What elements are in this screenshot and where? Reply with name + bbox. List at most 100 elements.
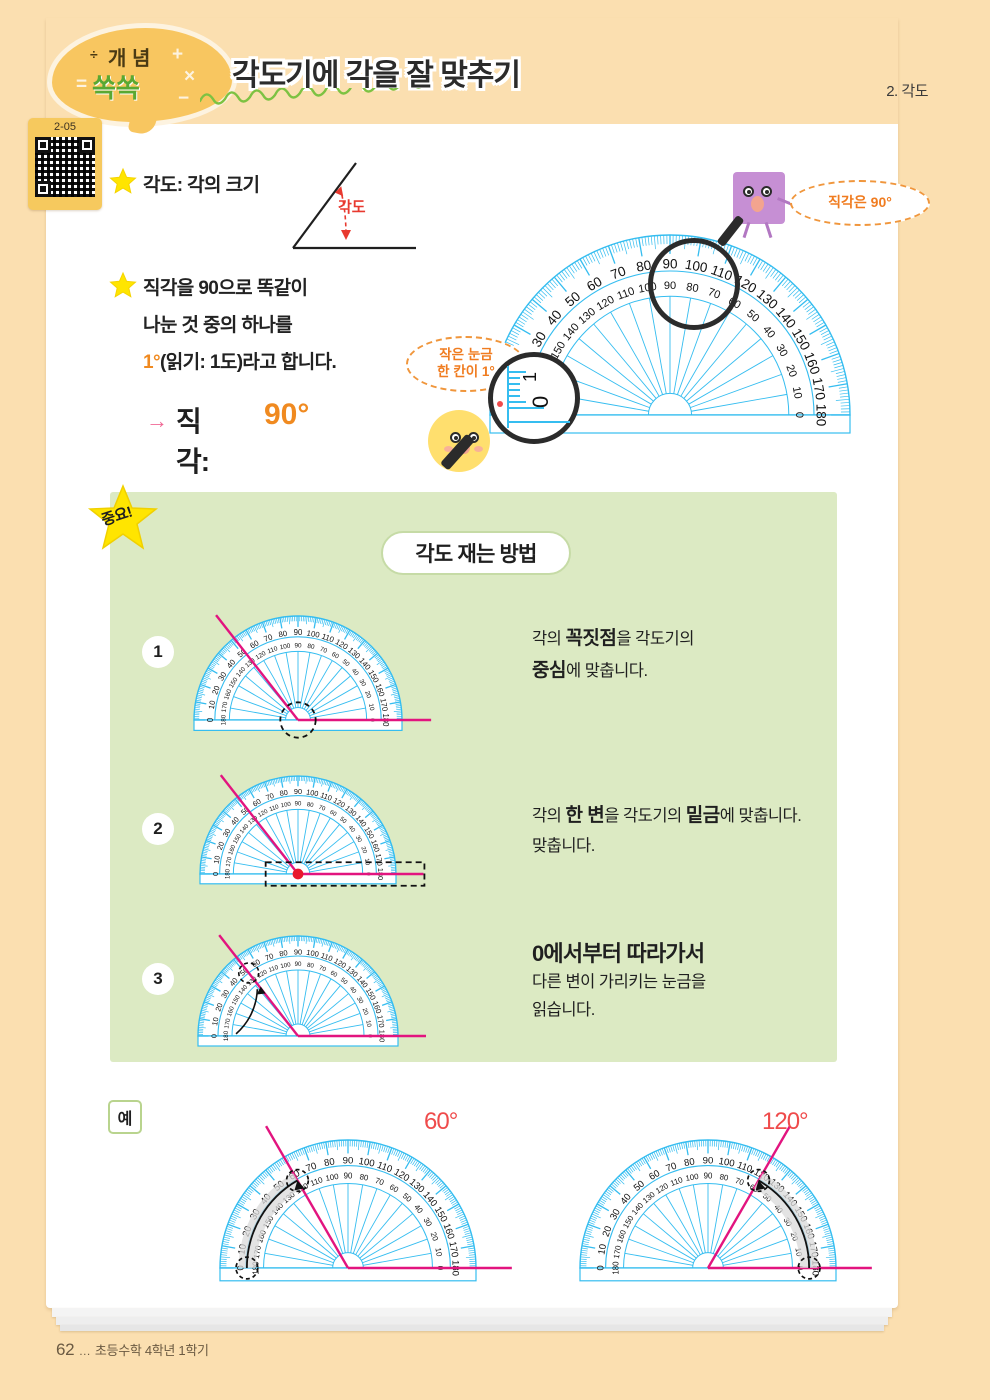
degree-unit-value: 1° bbox=[143, 352, 161, 373]
svg-text:110: 110 bbox=[375, 1160, 393, 1176]
svg-text:10: 10 bbox=[212, 855, 222, 865]
svg-text:20: 20 bbox=[789, 1231, 801, 1243]
s1-strong-2: 중심 bbox=[532, 660, 566, 682]
svg-text:20: 20 bbox=[783, 363, 798, 379]
svg-text:30: 30 bbox=[221, 827, 233, 839]
step-text-3: 다른 변이 가리키는 눈금을 읽습니다. bbox=[532, 968, 706, 1024]
svg-text:20: 20 bbox=[363, 690, 372, 699]
svg-text:150: 150 bbox=[231, 994, 242, 1007]
method-title-pill: 각도 재는 방법 bbox=[381, 531, 571, 575]
svg-text:40: 40 bbox=[350, 667, 360, 677]
svg-text:30: 30 bbox=[219, 988, 231, 1000]
svg-text:0: 0 bbox=[596, 1265, 607, 1270]
qr-code-image[interactable] bbox=[35, 137, 95, 197]
qr-finder-tr bbox=[79, 137, 95, 153]
svg-text:70: 70 bbox=[318, 805, 327, 813]
cheek-right bbox=[474, 446, 483, 452]
svg-text:10: 10 bbox=[790, 386, 804, 400]
svg-text:60: 60 bbox=[251, 797, 263, 809]
svg-text:10: 10 bbox=[207, 699, 217, 710]
s1-p2: 을 각도기의 bbox=[616, 630, 694, 648]
svg-text:120: 120 bbox=[257, 808, 269, 819]
svg-text:10: 10 bbox=[596, 1243, 609, 1255]
svg-text:90: 90 bbox=[344, 1172, 353, 1181]
svg-text:90: 90 bbox=[343, 1156, 354, 1167]
svg-text:70: 70 bbox=[319, 646, 328, 655]
svg-text:70: 70 bbox=[374, 1176, 386, 1188]
svg-text:20: 20 bbox=[210, 684, 222, 696]
step-heading-3: 0에서부터 따라가서 bbox=[532, 941, 705, 966]
concept-badge-top-word: 개 념 bbox=[108, 48, 151, 70]
svg-text:80: 80 bbox=[719, 1172, 730, 1182]
protractor-step-1: 0 180 10 170 20 160 30 150 40 140 50 130 60 120 70 110 8… bbox=[180, 600, 500, 745]
svg-text:70: 70 bbox=[665, 1161, 679, 1175]
qr-tab[interactable]: 2-05 bbox=[28, 118, 102, 210]
important-star-icon bbox=[87, 484, 159, 552]
svg-text:0: 0 bbox=[211, 872, 220, 876]
svg-text:60: 60 bbox=[647, 1168, 662, 1183]
svg-text:90: 90 bbox=[295, 802, 302, 808]
svg-text:170: 170 bbox=[252, 1244, 263, 1259]
svg-text:60: 60 bbox=[330, 651, 340, 661]
example-value-2: 120° bbox=[762, 1108, 809, 1135]
plus-symbol: + bbox=[172, 44, 184, 65]
svg-text:110: 110 bbox=[320, 951, 334, 964]
svg-text:50: 50 bbox=[339, 976, 349, 986]
protractor-example-120: 0 180 10 170 20 160 30 150 40 140 50 130 60 120 70 110 8… bbox=[520, 1125, 910, 1310]
svg-text:50: 50 bbox=[562, 289, 583, 310]
svg-text:180: 180 bbox=[226, 868, 232, 879]
svg-text:100: 100 bbox=[325, 1172, 340, 1183]
magnifier-lens-90 bbox=[648, 238, 740, 330]
s1-p3: 에 맞춥니다. bbox=[565, 662, 648, 681]
s2-strong-1: 한 변 bbox=[565, 805, 605, 826]
character-purple-square bbox=[733, 172, 793, 239]
svg-text:30: 30 bbox=[608, 1207, 623, 1222]
svg-text:0: 0 bbox=[209, 1034, 218, 1038]
svg-text:90: 90 bbox=[294, 787, 302, 796]
svg-text:20: 20 bbox=[359, 846, 367, 855]
s2-p1: 각의 bbox=[532, 807, 566, 825]
svg-text:110: 110 bbox=[267, 645, 279, 655]
concept-blob-shape bbox=[52, 28, 232, 122]
svg-text:80: 80 bbox=[278, 629, 289, 639]
equals-symbol: = bbox=[76, 74, 88, 95]
nose bbox=[751, 196, 764, 212]
svg-text:10: 10 bbox=[433, 1247, 443, 1258]
svg-text:30: 30 bbox=[354, 835, 363, 844]
svg-text:80: 80 bbox=[279, 948, 289, 958]
svg-text:50: 50 bbox=[341, 658, 351, 668]
svg-text:90: 90 bbox=[294, 628, 303, 637]
speech-bubble-right-angle: 직각은 90° bbox=[790, 180, 930, 226]
svg-text:160: 160 bbox=[226, 1005, 236, 1018]
concept-badge-main-word: 쏙쏙 bbox=[92, 73, 140, 103]
svg-text:100: 100 bbox=[685, 1172, 700, 1183]
svg-text:80: 80 bbox=[323, 1156, 335, 1169]
svg-text:40: 40 bbox=[348, 985, 358, 995]
svg-text:80: 80 bbox=[359, 1172, 370, 1182]
svg-text:40: 40 bbox=[347, 825, 356, 834]
svg-text:30: 30 bbox=[773, 342, 790, 359]
svg-text:170: 170 bbox=[810, 376, 829, 401]
svg-text:170: 170 bbox=[375, 1014, 386, 1028]
svg-text:20: 20 bbox=[361, 1007, 370, 1016]
qr-finder-tl bbox=[35, 137, 51, 153]
angle-figure-label: 각도 bbox=[338, 199, 366, 216]
step-number-2: 2 bbox=[142, 813, 174, 845]
svg-text:110: 110 bbox=[320, 632, 335, 645]
svg-text:170: 170 bbox=[374, 853, 385, 867]
star-bullet-icon-1 bbox=[109, 167, 137, 194]
svg-text:150: 150 bbox=[233, 833, 244, 845]
page-title: 각도기에 각을 잘 맞추기 bbox=[232, 59, 521, 92]
svg-text:90: 90 bbox=[294, 947, 302, 956]
protractor-step-2: 0 180 10 170 20 160 30 150 40 140 50 130 60 120 70 110 8… bbox=[180, 762, 500, 897]
angle-figure bbox=[288, 160, 423, 255]
svg-text:0: 0 bbox=[528, 396, 553, 408]
qr-code-label: 2-05 bbox=[53, 121, 77, 133]
svg-text:80: 80 bbox=[306, 962, 315, 970]
cheek-left bbox=[444, 446, 453, 452]
svg-text:90: 90 bbox=[295, 961, 302, 968]
svg-text:110: 110 bbox=[319, 790, 333, 802]
svg-text:110: 110 bbox=[735, 1160, 753, 1176]
svg-text:50: 50 bbox=[338, 816, 347, 825]
svg-text:100: 100 bbox=[358, 1156, 376, 1170]
